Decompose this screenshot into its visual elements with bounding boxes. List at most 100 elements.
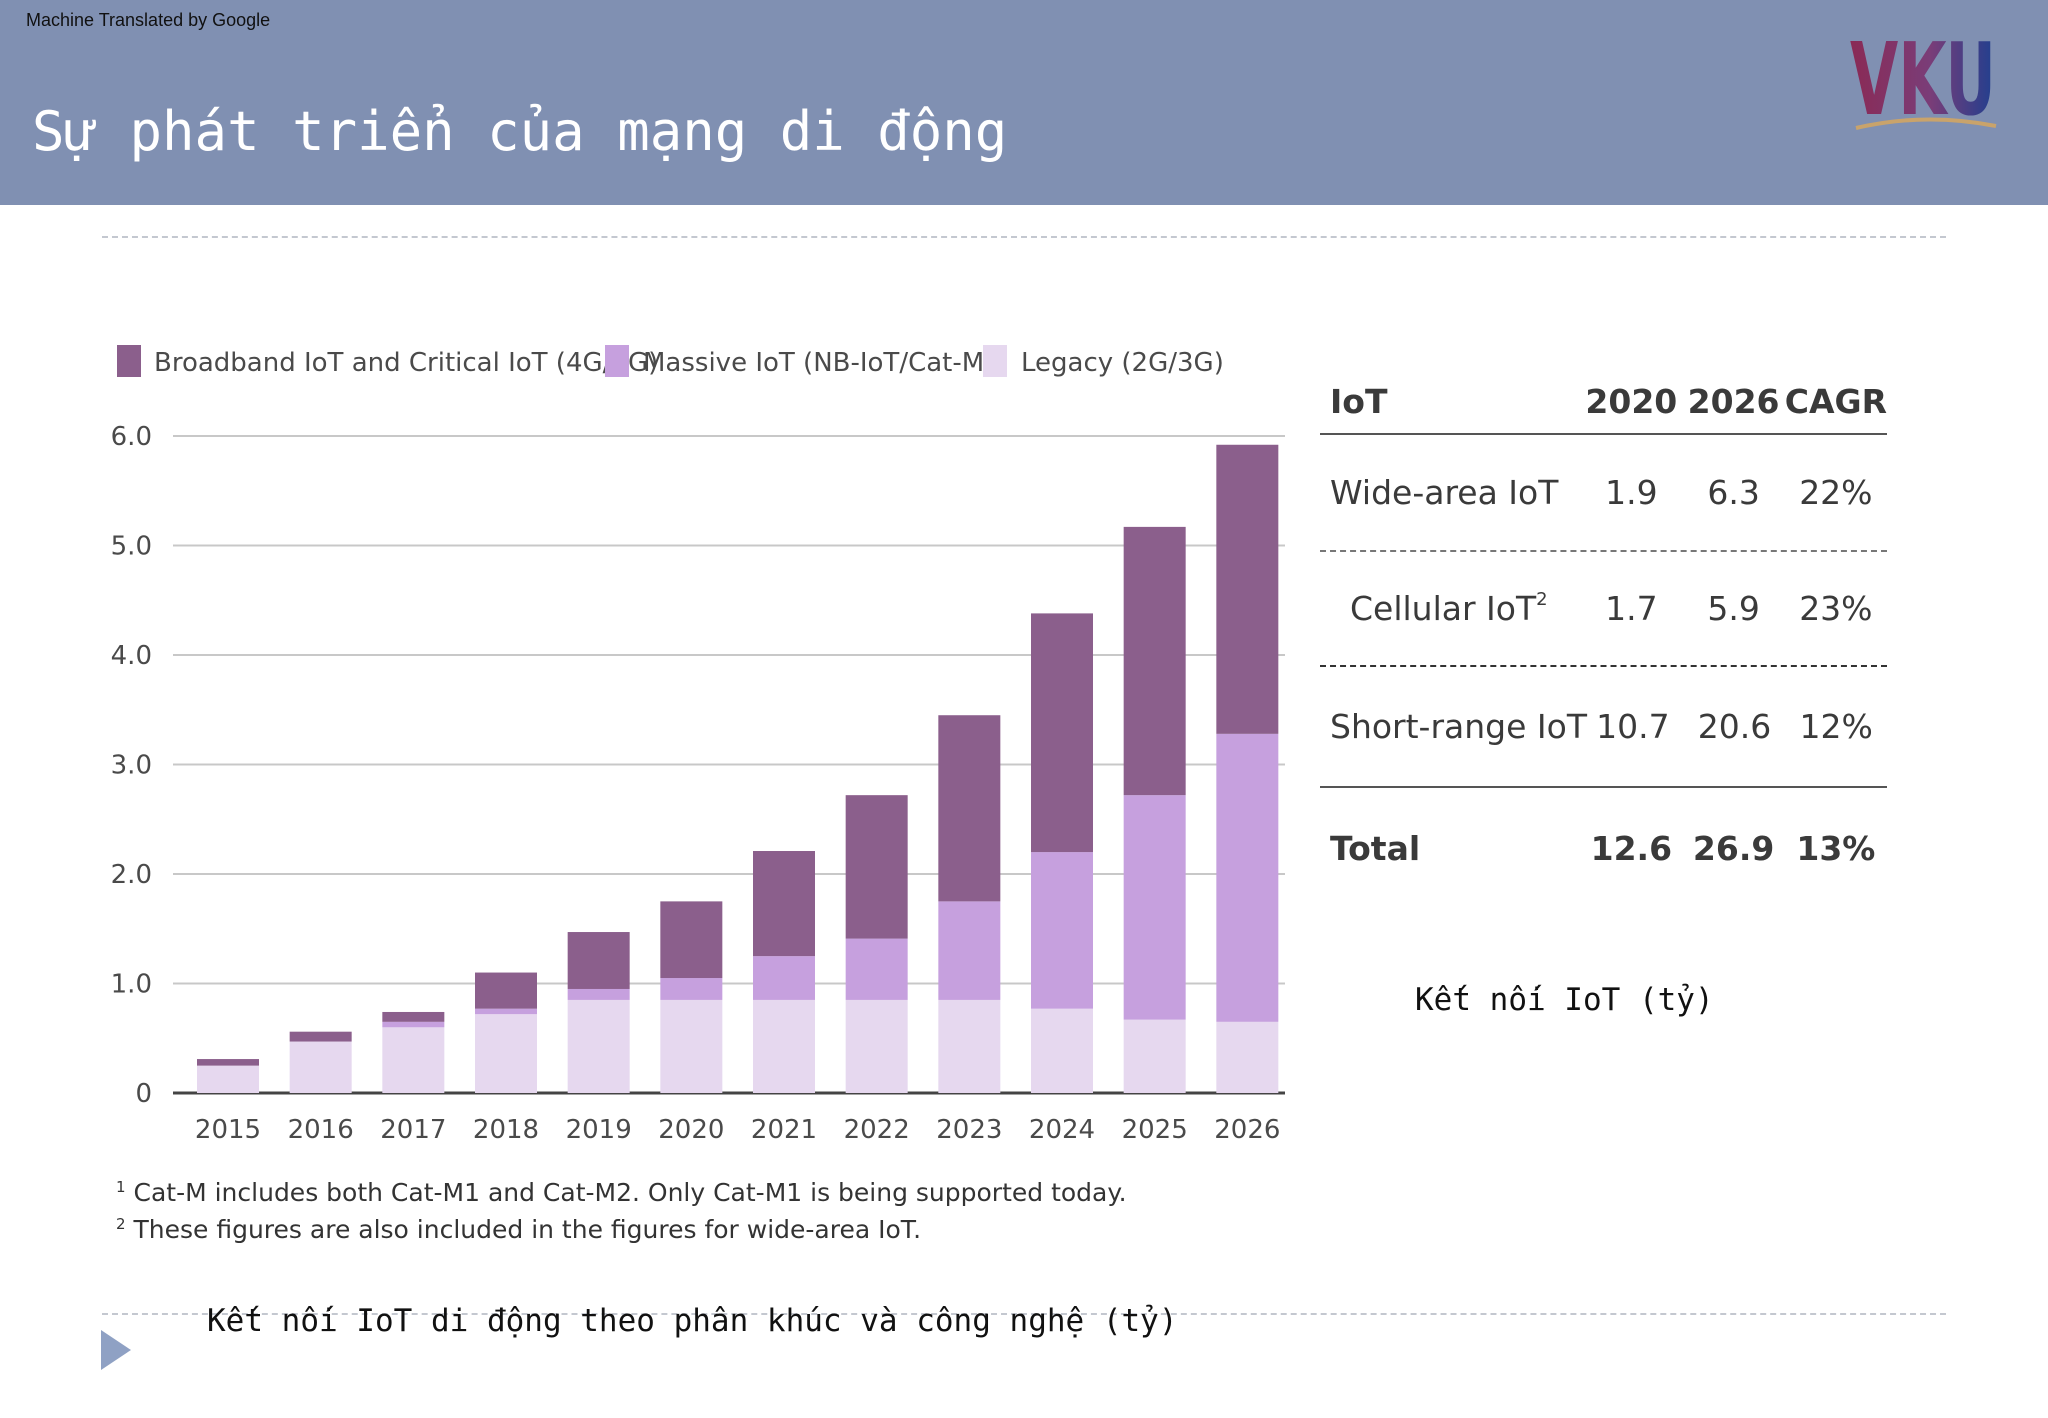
row-value-cagr: 23% bbox=[1799, 589, 1873, 628]
legend-label-legacy: Legacy (2G/3G) bbox=[1021, 348, 1224, 378]
footnote-1-text: Cat-M includes both Cat-M1 and Cat-M2. O… bbox=[133, 1178, 1127, 1207]
table-row: Short-range IoT 10.7 20.6 12% bbox=[1320, 667, 1887, 788]
iot-stacked-bar-chart: Broadband IoT and Critical IoT (4G/5G) M… bbox=[111, 345, 1285, 1145]
y-tick-label: 2.0 bbox=[111, 860, 152, 890]
slide-header: Machine Translated by Google Sự phát tri… bbox=[0, 0, 2048, 205]
row-label: Wide-area IoT bbox=[1330, 473, 1559, 512]
bar-segment-broadband bbox=[938, 715, 1001, 902]
table-total-row: Total 12.6 26.9 13% bbox=[1320, 788, 1887, 908]
table-header-cagr: CAGR bbox=[1784, 382, 1887, 421]
top-dashed-divider bbox=[102, 236, 1946, 238]
row-label: Cellular IoT2 bbox=[1320, 589, 1580, 628]
table-header-row: IoT 2020 2026 CAGR bbox=[1320, 370, 1887, 435]
footnote-2: 2 These figures are also included in the… bbox=[116, 1215, 921, 1244]
iot-connections-table: IoT 2020 2026 CAGR Wide-area IoT 1.9 6.3… bbox=[1320, 370, 1887, 908]
total-label: Total bbox=[1330, 828, 1421, 868]
x-tick-label: 2025 bbox=[1122, 1115, 1188, 1145]
bar-segment-broadband bbox=[845, 795, 908, 939]
x-tick-label: 2021 bbox=[751, 1115, 817, 1145]
bar-segment-legacy bbox=[753, 999, 815, 1093]
y-tick-label: 4.0 bbox=[111, 641, 152, 671]
bar-segment-legacy bbox=[938, 999, 1001, 1093]
footnote-1: 1 Cat-M includes both Cat-M1 and Cat-M2.… bbox=[116, 1178, 1127, 1207]
x-tick-label: 2019 bbox=[566, 1115, 632, 1145]
table-header-iot: IoT bbox=[1330, 382, 1388, 421]
row-value-2026: 6.3 bbox=[1707, 473, 1760, 512]
legend-swatch-broadband bbox=[117, 345, 141, 377]
legend-swatch-massive bbox=[605, 345, 629, 377]
bar-segment-massive bbox=[382, 1021, 445, 1028]
x-tick-label: 2018 bbox=[473, 1115, 539, 1145]
bar-segment-broadband bbox=[660, 901, 723, 979]
x-tick-label: 2023 bbox=[936, 1115, 1002, 1145]
bottom-dashed-divider bbox=[102, 1313, 1946, 1315]
bar-segment-broadband bbox=[753, 851, 815, 957]
table-caption: Kết nối IoT (tỷ) bbox=[1415, 982, 1714, 1018]
table-header-2026: 2026 bbox=[1687, 382, 1780, 421]
x-tick-label: 2016 bbox=[288, 1115, 354, 1145]
bar-segment-massive bbox=[753, 956, 815, 1000]
y-tick-label: 0 bbox=[135, 1079, 152, 1109]
bar-segment-legacy bbox=[845, 999, 908, 1093]
bar-segment-massive bbox=[938, 901, 1001, 1000]
total-value-2026: 26.9 bbox=[1692, 828, 1775, 868]
bar-segment-broadband bbox=[567, 932, 630, 989]
machine-translated-label: Machine Translated by Google bbox=[26, 10, 271, 30]
total-value-cagr: 13% bbox=[1796, 828, 1876, 868]
bar-segment-broadband bbox=[1123, 526, 1186, 796]
slide-title: Sự phát triển của mạng di động bbox=[32, 100, 1008, 163]
bar-segment-massive bbox=[660, 978, 723, 1000]
bar-segment-massive bbox=[1031, 852, 1093, 1009]
bar-segment-massive bbox=[1123, 795, 1186, 1020]
vku-logo: VKU bbox=[1850, 32, 1997, 137]
row-value-cagr: 12% bbox=[1799, 707, 1873, 746]
legend-label-massive: Massive IoT (NB-IoT/Cat-M) bbox=[643, 348, 994, 378]
footnote-2-marker: 2 bbox=[116, 1215, 126, 1233]
y-tick-label: 1.0 bbox=[111, 970, 152, 1000]
bar-segment-broadband bbox=[475, 972, 537, 1009]
row-value-2020: 1.9 bbox=[1605, 473, 1658, 512]
footnote-2-text: These figures are also included in the f… bbox=[133, 1215, 922, 1244]
row-value-cagr: 22% bbox=[1799, 473, 1873, 512]
bar-segment-massive bbox=[845, 938, 908, 1000]
row-label-sup: 2 bbox=[1536, 589, 1548, 610]
bar-segment-broadband bbox=[1031, 613, 1093, 853]
total-value-2020: 12.6 bbox=[1590, 828, 1673, 868]
legend-label-broadband: Broadband IoT and Critical IoT (4G/5G) bbox=[154, 348, 658, 378]
bar-segment-broadband bbox=[289, 1031, 352, 1042]
x-tick-label: 2020 bbox=[658, 1115, 724, 1145]
bar-segment-legacy bbox=[382, 1027, 445, 1093]
table-row: Cellular IoT2 1.7 5.9 23% bbox=[1320, 552, 1887, 667]
y-tick-label: 3.0 bbox=[111, 751, 152, 781]
bar-segment-legacy bbox=[475, 1014, 537, 1093]
row-value-2020: 1.7 bbox=[1605, 589, 1658, 628]
table-row: Wide-area IoT 1.9 6.3 22% bbox=[1320, 435, 1887, 552]
bar-segment-legacy bbox=[660, 999, 723, 1093]
bar-segment-massive bbox=[567, 988, 630, 1000]
slide-bullet-icon bbox=[101, 1330, 131, 1370]
bar-segment-broadband bbox=[197, 1059, 259, 1066]
x-tick-label: 2026 bbox=[1214, 1115, 1280, 1145]
y-tick-label: 5.0 bbox=[111, 532, 152, 562]
table-header-2020: 2020 bbox=[1585, 382, 1678, 421]
row-label: Short-range IoT bbox=[1330, 707, 1587, 746]
bar-segment-legacy bbox=[1216, 1021, 1279, 1093]
bar-segment-massive bbox=[475, 1008, 537, 1015]
bar-segment-massive bbox=[1216, 733, 1279, 1022]
y-tick-label: 6.0 bbox=[111, 422, 152, 452]
legend-swatch-legacy bbox=[983, 345, 1007, 377]
bar-segment-legacy bbox=[1031, 1008, 1093, 1093]
row-label-text: Cellular IoT bbox=[1350, 589, 1537, 628]
bar-segment-legacy bbox=[1123, 1019, 1186, 1093]
bar-segment-legacy bbox=[567, 999, 630, 1093]
x-tick-label: 2017 bbox=[380, 1115, 446, 1145]
bar-segment-broadband bbox=[382, 1011, 445, 1022]
footnote-1-marker: 1 bbox=[116, 1178, 126, 1196]
bar-segment-legacy bbox=[197, 1065, 259, 1093]
row-value-2026: 5.9 bbox=[1707, 589, 1760, 628]
bar-segment-legacy bbox=[289, 1041, 352, 1093]
row-value-2026: 20.6 bbox=[1697, 707, 1772, 746]
bar-segment-broadband bbox=[1216, 444, 1279, 734]
row-value-2020: 10.7 bbox=[1596, 707, 1670, 746]
x-tick-label: 2024 bbox=[1029, 1115, 1095, 1145]
